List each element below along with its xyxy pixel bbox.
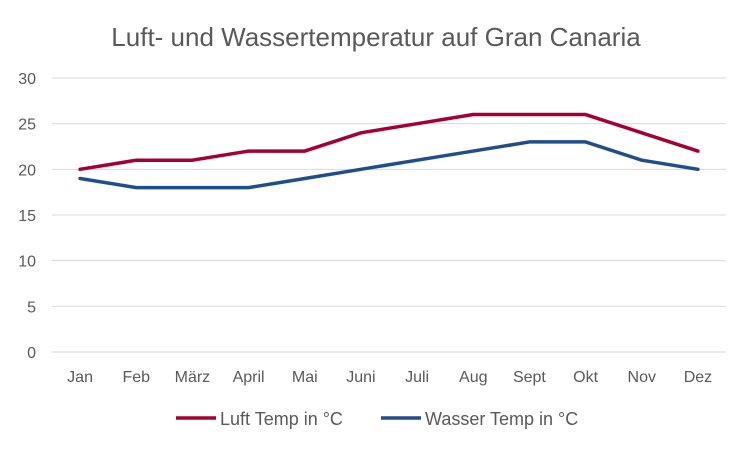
x-tick-label: Feb bbox=[122, 369, 150, 386]
y-tick-label: 20 bbox=[18, 162, 36, 179]
legend: Luft Temp in °C Wasser Temp in °C bbox=[176, 409, 578, 429]
y-tick-label: 15 bbox=[18, 208, 36, 225]
x-tick-label: Mai bbox=[292, 369, 318, 386]
series-line bbox=[78, 112, 700, 172]
x-axis-tick-labels: Jan Feb März April Mai Juni Juli Aug Sept Okt Nov D… bbox=[67, 369, 712, 386]
x-tick-label: Nov bbox=[628, 369, 656, 386]
y-tick-label: 30 bbox=[18, 71, 36, 88]
x-tick-label: März bbox=[175, 369, 211, 386]
chart-title: Luft- und Wassertemperatur auf Gran Cana… bbox=[111, 22, 641, 52]
legend-label: Luft Temp in °C bbox=[220, 409, 343, 429]
x-tick-label: Dez bbox=[684, 369, 712, 386]
y-axis-tick-labels: 0 5 10 15 20 25 30 bbox=[18, 71, 36, 362]
series-line bbox=[78, 140, 700, 190]
x-tick-label: Jan bbox=[67, 369, 93, 386]
gridlines bbox=[52, 77, 726, 353]
x-tick-label: Juli bbox=[405, 369, 429, 386]
x-tick-label: Aug bbox=[459, 369, 487, 386]
y-tick-label: 25 bbox=[18, 117, 36, 134]
x-tick-label: April bbox=[233, 369, 265, 386]
x-tick-label: Sept bbox=[513, 369, 546, 386]
series-lines bbox=[78, 112, 700, 190]
y-tick-label: 5 bbox=[27, 299, 36, 316]
x-tick-label: Juni bbox=[346, 369, 375, 386]
legend-label: Wasser Temp in °C bbox=[425, 409, 578, 429]
y-tick-label: 0 bbox=[27, 345, 36, 362]
x-tick-label: Okt bbox=[573, 369, 598, 386]
y-tick-label: 10 bbox=[18, 254, 36, 271]
